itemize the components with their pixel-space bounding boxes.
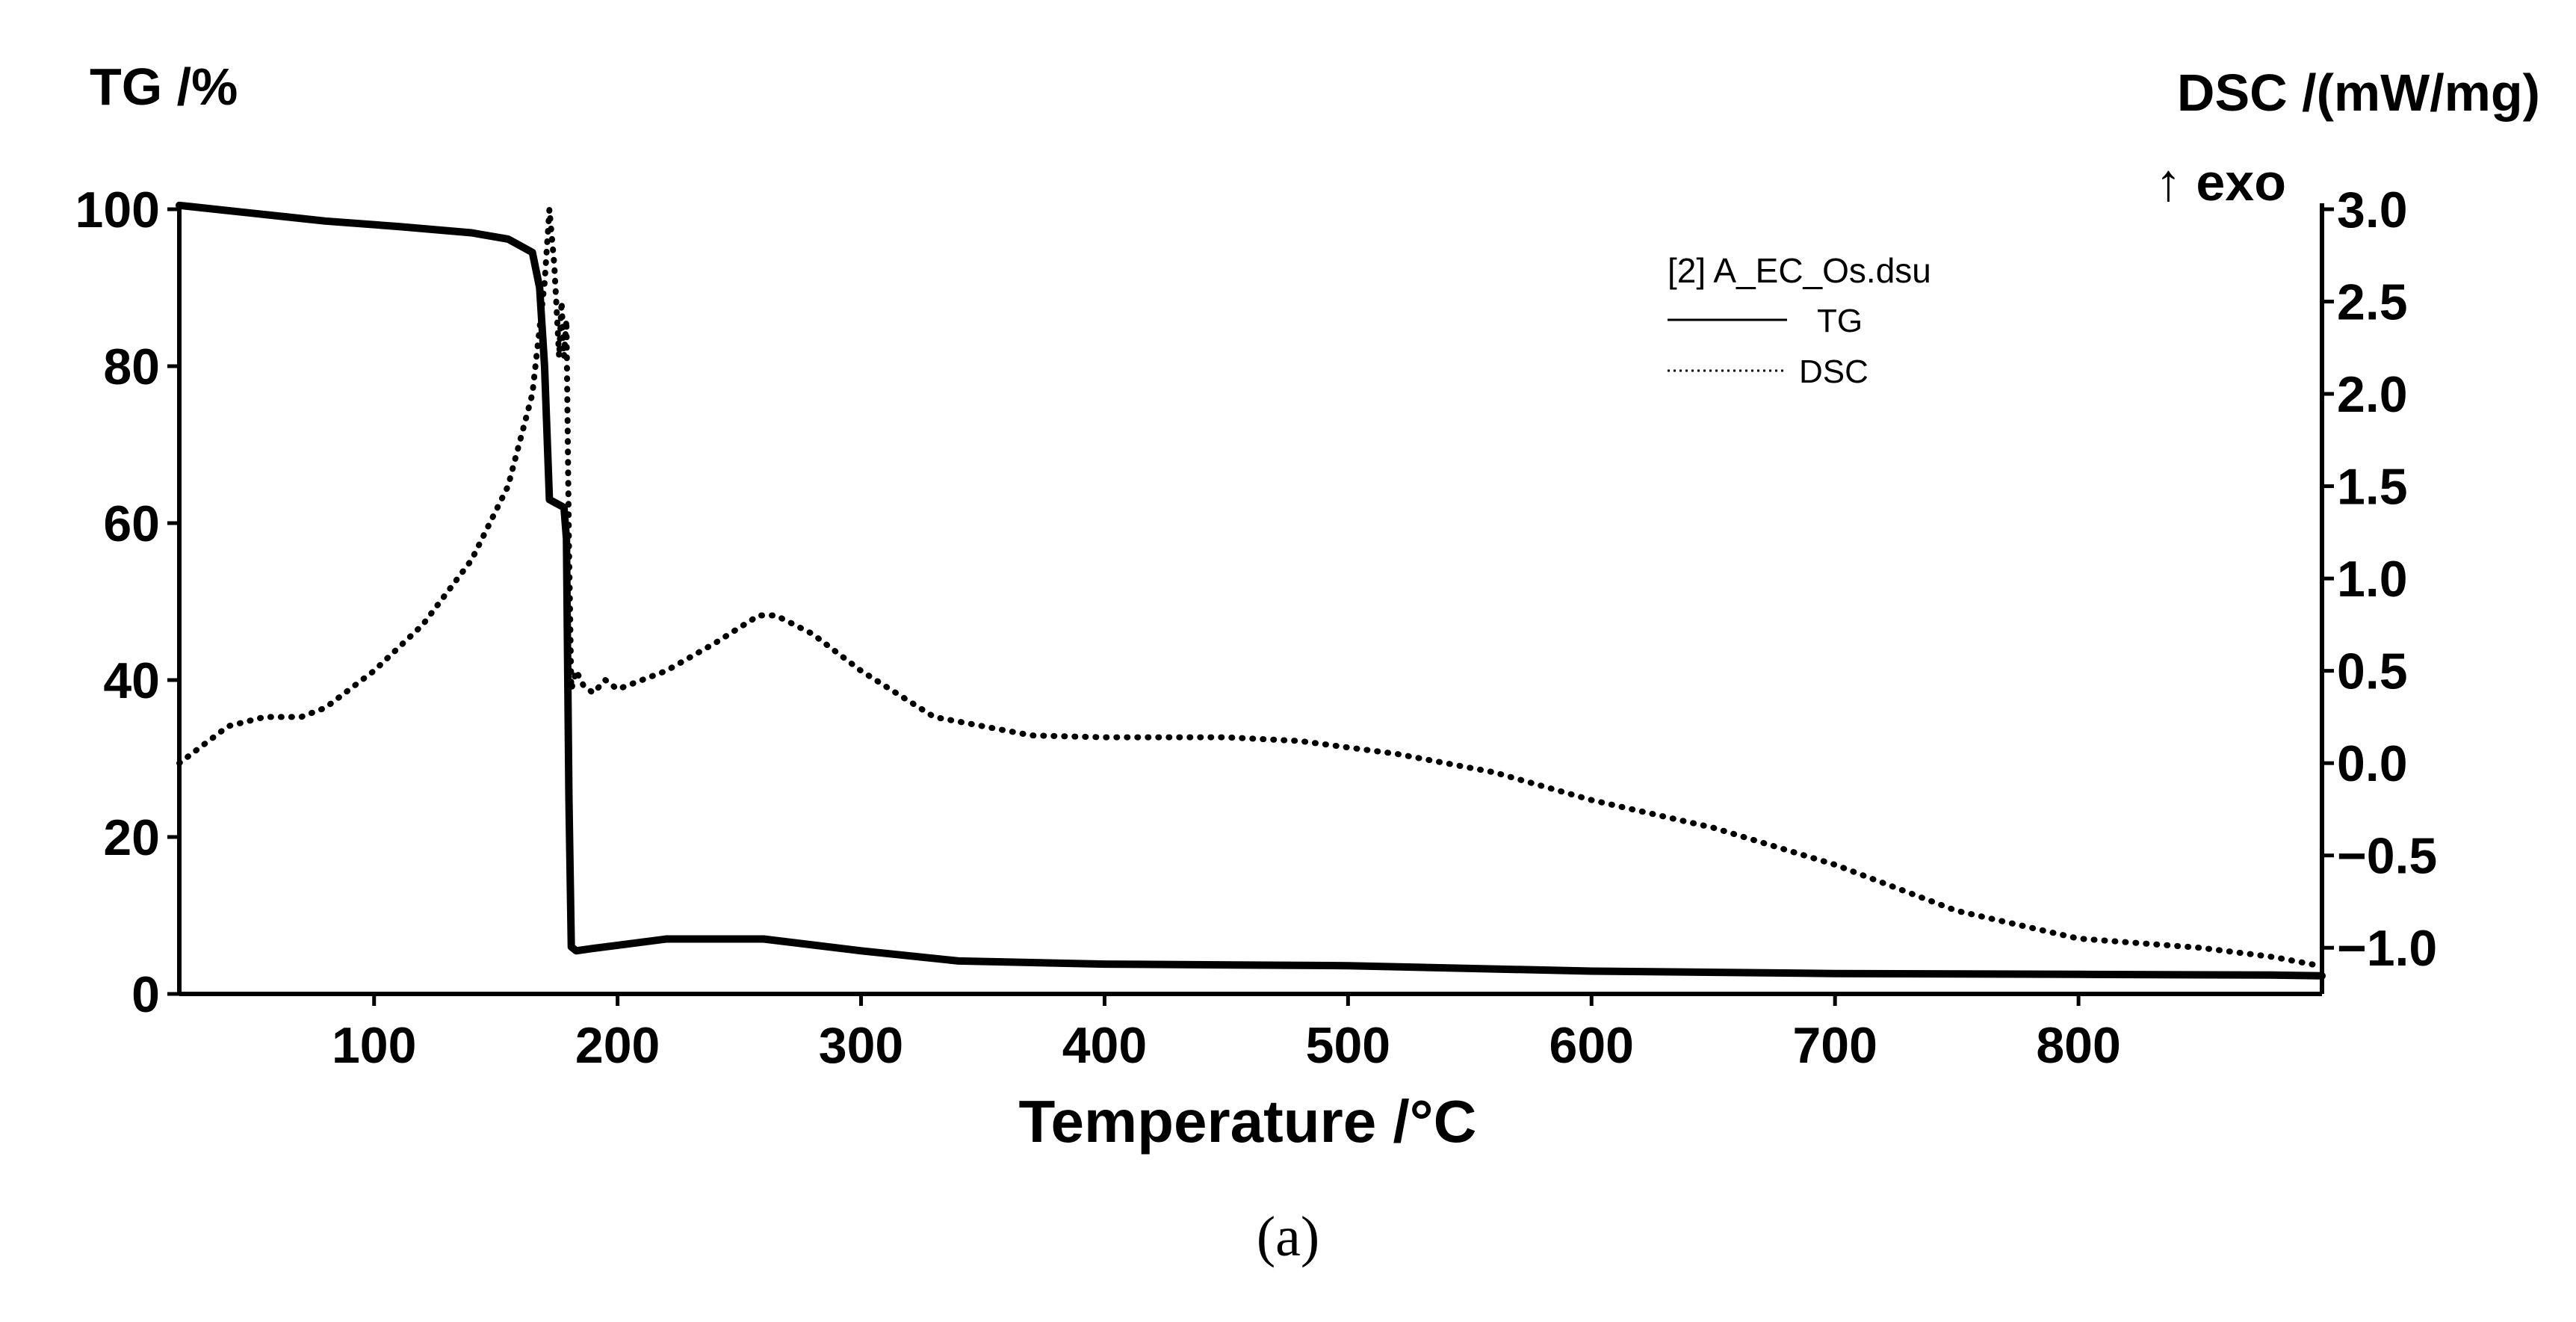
legend-dsc-label: DSC bbox=[1799, 353, 1868, 390]
left-axis-title: TG /% bbox=[90, 58, 238, 116]
x-tick-label: 800 bbox=[2036, 1017, 2120, 1074]
y-right-tick-label: 0.0 bbox=[2337, 735, 2408, 792]
y-left-tick-label: 60 bbox=[103, 495, 160, 552]
x-tick-label: 200 bbox=[575, 1017, 660, 1074]
ticks-group: 100 200 300 400 500 600 700 800 0 20 40 60 80 100 −1.0… bbox=[75, 182, 2438, 1074]
y-right-tick-label: −0.5 bbox=[2337, 828, 2437, 885]
x-tick-label: 100 bbox=[332, 1017, 416, 1074]
figure-caption: (a) bbox=[1257, 1205, 1319, 1268]
y-left-tick-label: 100 bbox=[75, 182, 160, 238]
legend-tg-label: TG bbox=[1817, 303, 1863, 339]
x-axis-title: Temperature /°C bbox=[1019, 1088, 1477, 1155]
x-tick-label: 500 bbox=[1306, 1017, 1390, 1074]
y-right-tick-label: 1.0 bbox=[2337, 551, 2408, 608]
right-axis-title: DSC /(mW/mg) bbox=[2177, 64, 2540, 122]
y-right-tick-label: 1.5 bbox=[2337, 459, 2408, 516]
legend: [2] A_EC_Os.dsu TG DSC bbox=[1668, 251, 1931, 390]
y-left-tick-label: 40 bbox=[103, 652, 160, 709]
y-right-tick-label: 0.5 bbox=[2337, 643, 2408, 700]
y-left-tick-label: 0 bbox=[131, 966, 160, 1023]
series-dsc-line bbox=[176, 206, 2325, 969]
legend-title: [2] A_EC_Os.dsu bbox=[1668, 251, 1931, 290]
x-tick-label: 300 bbox=[819, 1017, 903, 1074]
y-right-tick-label: 2.0 bbox=[2337, 366, 2408, 423]
y-left-tick-label: 80 bbox=[103, 339, 160, 395]
x-tick-label: 400 bbox=[1062, 1017, 1147, 1074]
series-tg-line bbox=[176, 201, 2326, 980]
y-right-tick-label: 2.5 bbox=[2337, 274, 2408, 331]
exo-direction-label: ↑ exo bbox=[2155, 153, 2286, 211]
y-right-tick-label: −1.0 bbox=[2337, 920, 2437, 977]
axes-group bbox=[177, 203, 2324, 996]
y-right-tick-label: 3.0 bbox=[2337, 182, 2408, 238]
series-group bbox=[176, 201, 2326, 980]
x-tick-label: 600 bbox=[1549, 1017, 1634, 1074]
x-tick-label: 700 bbox=[1792, 1017, 1877, 1074]
y-left-tick-label: 20 bbox=[103, 809, 160, 866]
